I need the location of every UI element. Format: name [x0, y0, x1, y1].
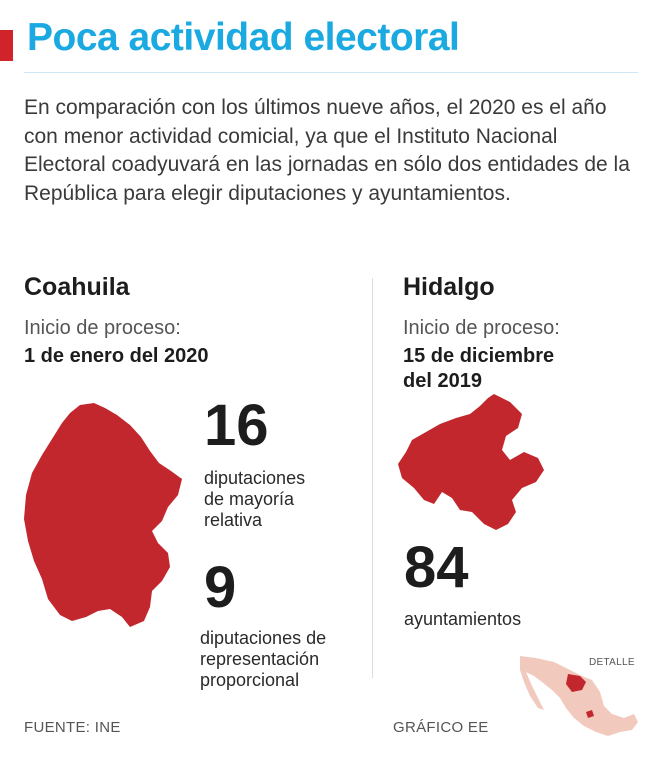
- title-divider: [24, 72, 638, 73]
- page-title: Poca actividad electoral: [27, 16, 460, 59]
- hidalgo-title: Hidalgo: [403, 273, 495, 301]
- coahuila-title: Coahuila: [24, 273, 130, 301]
- coahuila-stat1-label-line1: diputaciones: [204, 468, 306, 488]
- coahuila-stat2-label-line2: representación: [200, 649, 320, 669]
- title-accent-bar: [0, 30, 13, 61]
- coahuila-stat2-label: diputaciones de representación proporcio…: [200, 628, 326, 691]
- source-credit: FUENTE: INE: [24, 719, 121, 736]
- coahuila-stat2-value: 9: [204, 555, 237, 620]
- coahuila-stat1-value: 16: [204, 393, 269, 458]
- hidalgo-stat-value: 84: [404, 535, 469, 600]
- hidalgo-process-label: Inicio de proceso:: [403, 317, 560, 339]
- coahuila-process-date: 1 de enero del 2020: [24, 345, 209, 367]
- intro-paragraph: En comparación con los últimos nueve año…: [24, 96, 630, 205]
- hidalgo-process-date-line2: del 2019: [403, 370, 482, 392]
- coahuila-stat1-label-line2: de mayoría: [204, 489, 295, 509]
- hidalgo-stat-label: ayuntamientos: [404, 609, 522, 629]
- coahuila-process-label: Inicio de proceso:: [24, 317, 181, 339]
- hidalgo-process-date: 15 de diciembre del 2019: [403, 344, 554, 394]
- detail-coahuila-highlight: [566, 674, 586, 692]
- coahuila-stat1-label-line3: relativa: [204, 510, 263, 530]
- detail-hidalgo-highlight: [586, 710, 594, 718]
- coahuila-stat2-label-line3: proporcional: [200, 670, 300, 690]
- mexico-detail-map: [520, 656, 638, 736]
- detail-map-label: DETALLE: [589, 657, 635, 668]
- hidalgo-process-date-line1: 15 de diciembre: [403, 345, 555, 367]
- graphic-credit: GRÁFICO EE: [393, 719, 489, 736]
- coahuila-map: [24, 403, 182, 627]
- coahuila-stat2-label-line1: diputaciones de: [200, 628, 327, 648]
- column-divider: [372, 278, 373, 678]
- hidalgo-map: [398, 394, 544, 530]
- coahuila-stat1-label: diputaciones de mayoría relativa: [204, 468, 305, 531]
